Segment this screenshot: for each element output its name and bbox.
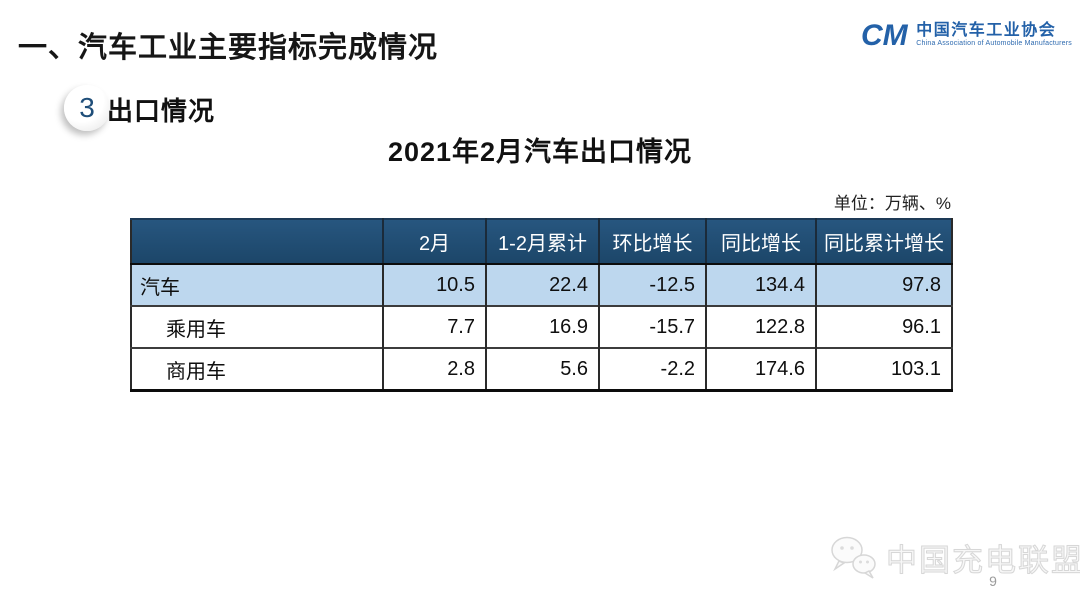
watermark-text: 中国充电联盟 bbox=[886, 542, 1080, 578]
caam-logo-icon: CM bbox=[861, 19, 909, 52]
cell-value: 2.8 bbox=[382, 347, 486, 391]
cell-value: 96.1 bbox=[815, 305, 952, 348]
cell-value: -12.5 bbox=[598, 264, 706, 306]
table-row: 乘用车 7.7 16.9 -15.7 122.8 96.1 bbox=[131, 305, 952, 348]
page-number: 9 bbox=[989, 573, 997, 589]
page-title: 一、汽车工业主要指标完成情况 bbox=[18, 32, 439, 64]
cell-value: -2.2 bbox=[598, 347, 706, 391]
caam-name-cn: 中国汽车工业协会 bbox=[916, 21, 1057, 39]
caam-name-en: China Association of Automobile Manufact… bbox=[916, 40, 1072, 48]
col-header: 同比累计增长 bbox=[815, 219, 952, 265]
row-label: 商用车 bbox=[131, 347, 383, 391]
col-header: 环比增长 bbox=[598, 219, 706, 265]
caam-logo: CM 中国汽车工业协会 China Association of Automob… bbox=[861, 14, 1072, 54]
cell-value: 97.8 bbox=[815, 264, 952, 306]
table-row: 商用车 2.8 5.6 -2.2 174.6 103.1 bbox=[131, 347, 952, 391]
section-number-badge: 3 bbox=[64, 85, 110, 131]
section-label: 出口情况 bbox=[107, 96, 216, 126]
cell-value: 103.1 bbox=[815, 347, 952, 391]
cell-value: 7.7 bbox=[382, 305, 486, 348]
unit-note: 单位：万辆、% bbox=[833, 194, 951, 213]
cell-value: 134.4 bbox=[705, 264, 816, 306]
cell-value: 16.9 bbox=[485, 305, 599, 348]
col-header: 2月 bbox=[382, 219, 486, 265]
cell-value: 5.6 bbox=[485, 347, 599, 391]
cell-value: 174.6 bbox=[705, 347, 816, 391]
cell-value: 122.8 bbox=[705, 305, 816, 348]
export-table: 2月 1-2月累计 环比增长 同比增长 同比累计增长 汽车 10.5 22.4 -12.5 13… bbox=[130, 218, 953, 392]
col-header: 1-2月累计 bbox=[485, 219, 599, 265]
table-row: 汽车 10.5 22.4 -12.5 134.4 97.8 bbox=[131, 264, 952, 306]
cell-value: 10.5 bbox=[382, 264, 486, 306]
table-header-row: 2月 1-2月累计 环比增长 同比增长 同比累计增长 bbox=[131, 219, 952, 265]
cell-value: -15.7 bbox=[598, 305, 706, 348]
row-label: 乘用车 bbox=[131, 305, 383, 348]
col-header-empty bbox=[131, 219, 383, 265]
wechat-icon bbox=[831, 536, 876, 579]
cell-value: 22.4 bbox=[485, 264, 599, 306]
section-number: 3 bbox=[79, 92, 95, 123]
watermark: 中国充电联盟 bbox=[828, 534, 1080, 580]
caam-logo-letters: CM bbox=[861, 19, 909, 52]
row-label: 汽车 bbox=[131, 264, 383, 306]
col-header: 同比增长 bbox=[705, 219, 816, 265]
table-title: 2021年2月汽车出口情况 bbox=[387, 137, 693, 167]
